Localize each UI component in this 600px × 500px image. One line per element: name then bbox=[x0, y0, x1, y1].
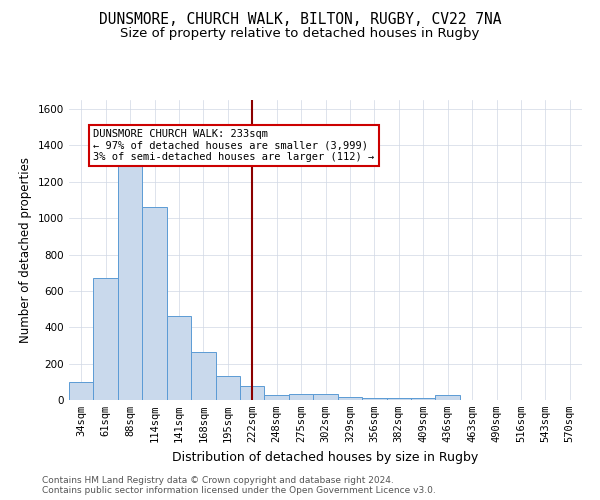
Bar bbox=[313, 394, 338, 400]
Bar bbox=[289, 394, 313, 400]
Bar bbox=[94, 278, 118, 400]
Bar bbox=[265, 394, 289, 400]
Bar bbox=[240, 386, 265, 400]
X-axis label: Distribution of detached houses by size in Rugby: Distribution of detached houses by size … bbox=[172, 450, 479, 464]
Bar bbox=[338, 398, 362, 400]
Bar bbox=[215, 376, 240, 400]
Bar bbox=[436, 396, 460, 400]
Text: Contains HM Land Registry data © Crown copyright and database right 2024.
Contai: Contains HM Land Registry data © Crown c… bbox=[42, 476, 436, 495]
Bar bbox=[362, 398, 386, 400]
Bar bbox=[69, 382, 94, 400]
Bar bbox=[118, 164, 142, 400]
Y-axis label: Number of detached properties: Number of detached properties bbox=[19, 157, 32, 343]
Bar bbox=[191, 352, 215, 400]
Text: DUNSMORE, CHURCH WALK, BILTON, RUGBY, CV22 7NA: DUNSMORE, CHURCH WALK, BILTON, RUGBY, CV… bbox=[99, 12, 501, 28]
Bar bbox=[167, 316, 191, 400]
Text: DUNSMORE CHURCH WALK: 233sqm
← 97% of detached houses are smaller (3,999)
3% of : DUNSMORE CHURCH WALK: 233sqm ← 97% of de… bbox=[94, 129, 374, 162]
Bar bbox=[386, 398, 411, 400]
Bar bbox=[411, 398, 436, 400]
Bar bbox=[142, 208, 167, 400]
Text: Size of property relative to detached houses in Rugby: Size of property relative to detached ho… bbox=[121, 28, 479, 40]
